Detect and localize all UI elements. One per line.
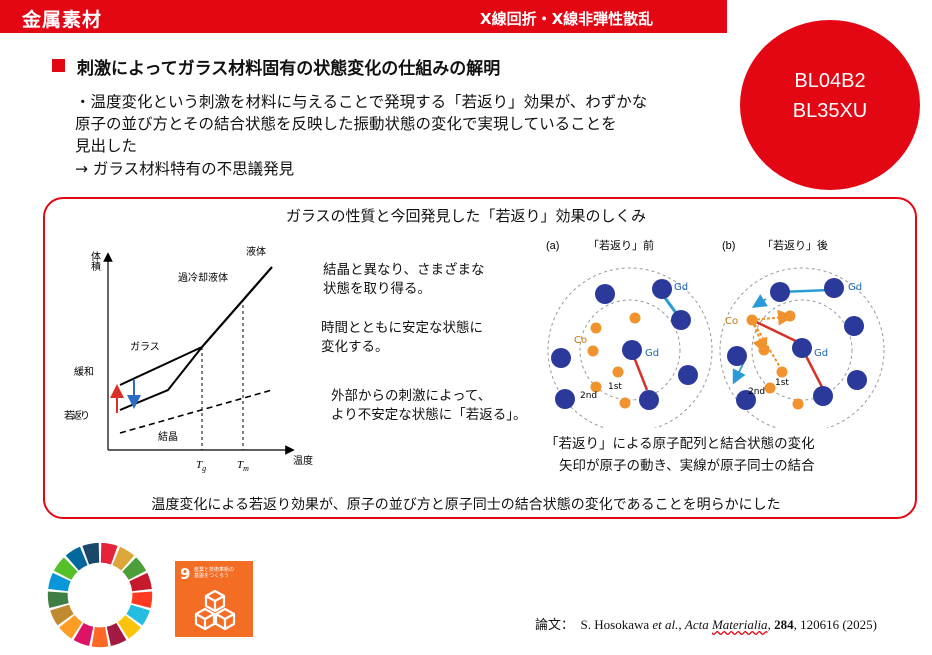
body-line-4: → ガラス材料特有の不思議発見 — [75, 160, 295, 178]
panel-conclusion: 温度変化による若返り効果が、原子の並び方と原子同士の結合状態の変化であることを明… — [151, 497, 781, 513]
crystal-label: 結晶 — [158, 430, 178, 443]
panel-a-1st-label: 1st — [608, 382, 622, 392]
beamline-badge: BL04B2 BL35XU — [740, 20, 920, 190]
tm-label: Tm — [237, 459, 249, 473]
sdg-wheel-segment — [126, 604, 150, 626]
caption-line-1: 「若返り」による原子配列と結合状態の変化 — [545, 436, 815, 452]
sdg-wheel-segment — [112, 546, 135, 571]
sdg-wheel-segment — [48, 572, 71, 592]
x-axis-label: 温度 — [293, 454, 313, 467]
panel-a-gd-center-label: Gd — [645, 348, 659, 359]
panel-title: ガラスの性質と今回発見した「若返り」効果のしくみ — [285, 207, 647, 225]
panel-a-tag: (a) — [546, 240, 559, 252]
panel-a-co-label: Co — [574, 335, 587, 346]
note-2-line-2: 変化する。 — [321, 339, 389, 355]
sdg9-label: 産業と技術革新の 基盤をつくろう — [194, 567, 235, 579]
sdg-wheel-segment — [100, 542, 118, 565]
sdg-wheel-segment — [129, 572, 152, 592]
sdg9-number: 9 — [180, 565, 191, 583]
body-line-3: 見出した — [75, 137, 138, 155]
method-label: X線回折・X線非弾性散乱 — [480, 10, 654, 28]
body-line-1: ・温度変化という刺激を材料に与えることで発現する「若返り」効果が、わずかな — [75, 93, 648, 111]
sdg-wheel-segment — [47, 591, 69, 609]
panel-b-2nd-label: 2nd — [748, 387, 765, 397]
sdg-wheel-segment — [131, 591, 153, 609]
sdg-wheel-segment — [91, 626, 109, 648]
panel-b-title: 「若返り」後 — [762, 238, 828, 252]
glass-label: ガラス — [130, 341, 160, 353]
panel-a-2nd-label: 2nd — [580, 391, 597, 401]
note-2-line-1: 時間とともに安定な状態に — [321, 320, 483, 336]
panel-a-gd-label: Gd — [674, 282, 688, 293]
diagram-caption: 「若返り」による原子配列と結合状態の変化 矢印が原子の動き、実線が原子同士の結合 — [545, 432, 815, 474]
crystal-line — [119, 389, 273, 434]
panel-b-gd-label: Gd — [848, 282, 862, 293]
note-3-line-2: より不安定な状態に「若返る」。 — [331, 407, 527, 423]
panel-b-co-label: Co — [725, 316, 738, 327]
citation: 論文： S. Hosokawa et al., Acta Materialia,… — [535, 617, 877, 632]
sdg-wheel-segment — [50, 604, 74, 626]
sdg-wheel-logo — [47, 542, 153, 648]
panel-a-structure: Gd Gd Co 1st 2nd — [547, 267, 713, 428]
liquid-label: 液体 — [246, 245, 266, 258]
rejuvenation-label: 若返り — [64, 409, 90, 422]
category-label: 金属素材 — [22, 9, 103, 31]
panel-b-1st-label: 1st — [775, 378, 789, 388]
sdg-wheel-segment — [65, 546, 88, 571]
panel-b-structure: Gd Gd Co 1st 2nd — [719, 267, 885, 428]
sdg-wheel-segment — [59, 615, 83, 639]
beamline-1: BL04B2 — [794, 70, 866, 92]
note-1-line-1: 結晶と異なり、さまざまな — [323, 262, 485, 278]
panel-b-gd-center-label: Gd — [814, 348, 828, 359]
liquid-line — [201, 266, 273, 348]
sdg-wheel-segment — [53, 557, 78, 580]
explanation-panel — [43, 197, 917, 519]
panel-b-tag: (b) — [722, 240, 735, 252]
sdg-wheel-segment — [122, 557, 147, 580]
sdg-wheel-segment — [73, 622, 94, 647]
slide-title: 刺激によってガラス材料固有の状態変化の仕組みの解明 — [77, 59, 501, 79]
panel-a-title: 「若返り」前 — [588, 238, 654, 252]
atomic-structure-diagram: (a) 「若返り」前 (b) 「若返り」後 Gd Gd Co 1st 2nd — [546, 238, 885, 428]
note-1-line-2: 状態を取り得る。 — [323, 281, 431, 297]
glass-relaxed-line — [119, 346, 203, 386]
sdg-wheel-segment — [82, 542, 100, 565]
caption-line-2: 矢印が原子の動き、実線が原子同士の結合 — [559, 458, 815, 474]
y-axis-label: 体積 — [89, 251, 101, 272]
volume-temperature-diagram: 体積 温度 液体 過冷却液体 ガラス 結晶 緩和 若返り Tg Tm — [64, 245, 313, 473]
note-3-line-1: 外部からの刺激によって、 — [331, 388, 492, 404]
sdg-wheel-segment — [117, 615, 141, 639]
sdg9-icon: 9 産業と技術革新の 基盤をつくろう — [175, 561, 253, 637]
beamline-2: BL35XU — [792, 100, 868, 122]
sdg-wheel-segment — [106, 622, 127, 647]
relaxation-label: 緩和 — [74, 365, 94, 378]
supercooled-label: 過冷却液体 — [178, 271, 228, 284]
body-line-2: 原子の並び方とその結合状態を反映した振動状態の変化で実現していることを — [75, 115, 617, 133]
tg-label: Tg — [196, 459, 206, 473]
title-bullet — [52, 59, 65, 72]
sdg9-cubes-icon — [194, 589, 236, 631]
header-bar — [0, 0, 727, 33]
